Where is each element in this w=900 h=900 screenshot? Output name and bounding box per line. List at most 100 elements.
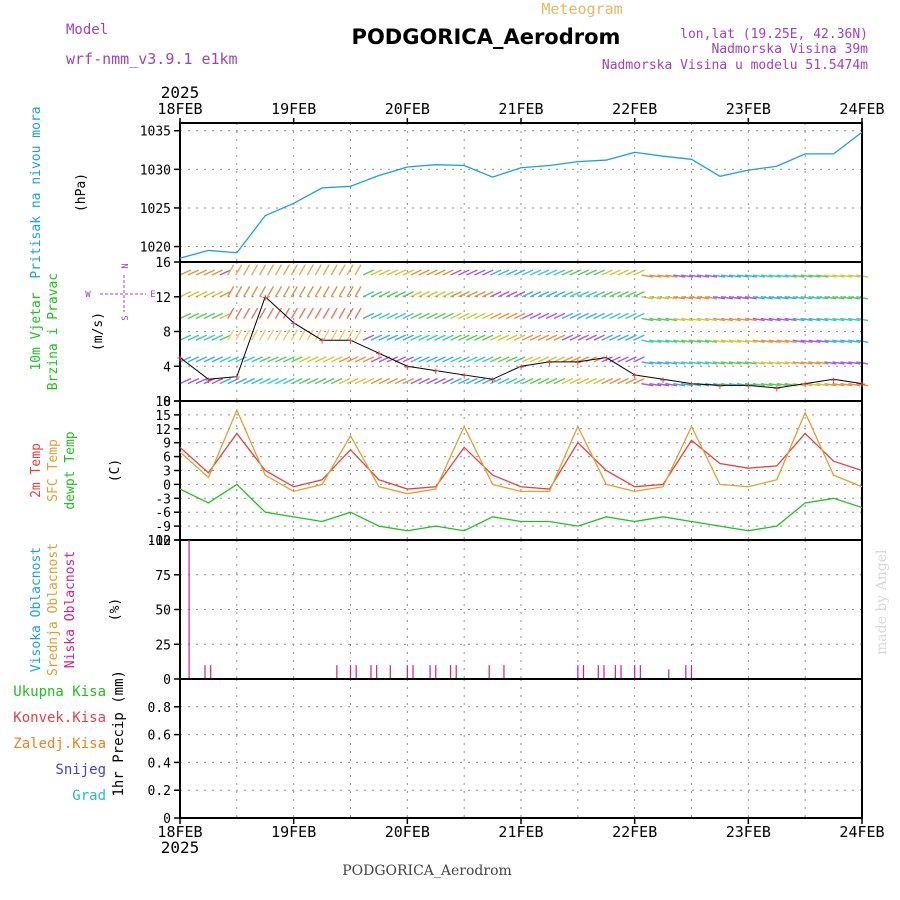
wind-barb (450, 291, 462, 298)
y-tick-label: 9 (163, 437, 171, 452)
wind-barb (585, 377, 597, 385)
wind-barb (736, 296, 749, 300)
wind-barb (553, 269, 566, 276)
wind-barb (314, 286, 322, 298)
wind-barb (649, 339, 662, 343)
wind-barb (617, 334, 629, 341)
wind-barb (832, 361, 845, 365)
wind-barb (219, 291, 231, 298)
y-tick-label: 0.2 (148, 784, 171, 799)
panel-label-temperature-2: dewpt Temp (63, 431, 78, 509)
wind-barb (585, 291, 597, 298)
wind-barb (179, 291, 192, 298)
y-tick-label: 15 (155, 409, 171, 424)
footer-station: PODGORICA_Aerodrom (342, 863, 512, 879)
wind-barb (585, 269, 597, 276)
wind-barb (641, 361, 654, 365)
wind-barb (466, 377, 478, 385)
wind-barb (258, 264, 267, 276)
wind-barb (203, 377, 216, 385)
wind-barb (657, 339, 670, 343)
wind-barb (593, 334, 605, 341)
y-tick-label: 16 (155, 256, 171, 271)
wind-barb (490, 377, 502, 385)
wind-barb (673, 382, 686, 387)
meteogram-label: Meteogram (541, 0, 622, 18)
wind-barb (235, 329, 243, 341)
wind-barb (760, 317, 773, 322)
y-tick-label: -6 (155, 506, 171, 521)
panel-pressure: 1020 1025 1030 1035 (140, 122, 863, 263)
wind-speed-marker: + (603, 352, 610, 365)
wind-barb (840, 361, 853, 365)
wind-barb (370, 334, 383, 341)
x-label-top: 18FEB (157, 100, 202, 118)
wind-barb (338, 377, 351, 385)
grid-precip (179, 679, 863, 819)
wind-barb (314, 264, 322, 276)
wind-barb (808, 317, 821, 322)
wind-barb (744, 296, 757, 300)
year-bottom: 2025 (161, 838, 200, 857)
wind-barb (513, 377, 526, 385)
y-tick-label: 0 (163, 395, 171, 410)
wind-barb (282, 264, 291, 276)
wind-barb (689, 339, 702, 343)
wind-barb (824, 339, 837, 343)
y-tick-label: 0 (163, 673, 171, 688)
wind-barb (195, 377, 208, 385)
wind-barb (378, 377, 391, 385)
wind-barb (625, 291, 637, 298)
precip-legend-4: Grad (72, 788, 106, 804)
wind-barb (442, 291, 454, 298)
panel-precip: 0 0.2 0.4 0.6 0.8 (148, 678, 863, 827)
wind-barb (410, 334, 422, 341)
wind-barb (203, 269, 216, 276)
wind-barb (346, 264, 354, 276)
wind-barb (561, 269, 574, 276)
wind-barb (378, 312, 391, 320)
wind-speed-marker: + (234, 371, 241, 384)
wind-barb (306, 307, 314, 319)
wind-barb (665, 382, 678, 387)
wind-barb (792, 339, 805, 343)
wind-barb (617, 312, 629, 320)
wind-barb (840, 382, 853, 387)
wind-barb (728, 296, 741, 300)
wind-barb (633, 269, 645, 276)
wind-barb (720, 296, 733, 300)
wind-barb (235, 377, 247, 385)
wind-barb (338, 307, 346, 319)
wind-barb (577, 334, 590, 341)
wind-barb (402, 356, 414, 363)
wind-barb (681, 317, 694, 322)
wind-barb (808, 382, 821, 387)
wind-barb (179, 334, 192, 341)
wind-barb (243, 329, 251, 341)
wind-barb (649, 296, 662, 300)
wind-barb (577, 312, 590, 320)
wind-barb (752, 339, 765, 343)
wind-barb (410, 356, 422, 363)
model-name: wrf-nmm_v3.9.1 e1km (66, 50, 238, 68)
wind-barb (306, 286, 314, 298)
wind-barb (497, 377, 510, 385)
wind-barb (545, 377, 558, 385)
wind-barb (179, 312, 192, 320)
wind-speed-marker: + (489, 373, 496, 386)
wind-barb (450, 377, 462, 385)
wind-barb (378, 269, 391, 276)
wind-barb (784, 361, 797, 365)
y-tick-label: 25 (155, 638, 171, 653)
wind-barb (529, 291, 542, 298)
wind-barb (840, 317, 853, 322)
wind-barb (243, 264, 251, 276)
wind-barb (386, 291, 399, 298)
wind-barb (808, 339, 821, 343)
wind-barb (290, 329, 298, 341)
wind-barb (338, 264, 346, 276)
wind-barb (410, 377, 422, 385)
wind-barb (275, 377, 287, 385)
panel-label-cloud-0: Visoka Oblacnost (29, 547, 44, 672)
